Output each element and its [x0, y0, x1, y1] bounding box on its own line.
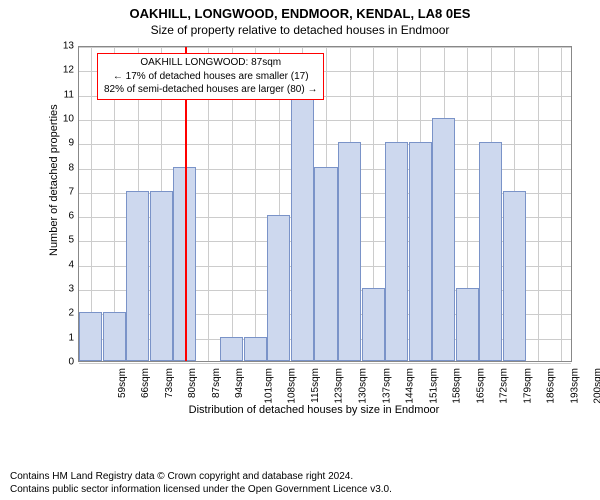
gridline-horizontal [79, 363, 571, 364]
histogram-bar [385, 142, 408, 361]
y-tick-label: 10 [48, 113, 74, 124]
y-tick-label: 8 [48, 162, 74, 173]
histogram-bar [126, 191, 149, 361]
y-tick-label: 4 [48, 259, 74, 270]
histogram-bar [409, 142, 432, 361]
footer-line2: Contains public sector information licen… [10, 483, 392, 496]
gridline-vertical [561, 47, 562, 361]
x-tick-label: 130sqm [358, 368, 369, 404]
histogram-bar [267, 215, 290, 361]
y-axis-label: Number of detached properties [48, 104, 60, 256]
x-tick-label: 73sqm [164, 368, 175, 398]
y-tick-label: 1 [48, 332, 74, 343]
histogram-bar [79, 312, 102, 361]
x-tick-label: 80sqm [187, 368, 198, 398]
x-tick-label: 165sqm [475, 368, 486, 404]
x-tick-label: 123sqm [334, 368, 345, 404]
y-tick-label: 7 [48, 186, 74, 197]
chart-title-main: OAKHILL, LONGWOOD, ENDMOOR, KENDAL, LA8 … [0, 0, 600, 21]
y-tick-label: 0 [48, 357, 74, 368]
x-tick-label: 193sqm [569, 368, 580, 404]
x-tick-label: 200sqm [593, 368, 600, 404]
plot-area: OAKHILL LONGWOOD: 87sqm ← 17% of detache… [78, 46, 572, 362]
x-tick-label: 87sqm [211, 368, 222, 398]
histogram-bar [103, 312, 126, 361]
annotation-line1: OAKHILL LONGWOOD: 87sqm [104, 56, 317, 70]
x-tick-label: 115sqm [310, 368, 321, 403]
y-tick-label: 13 [48, 41, 74, 52]
x-tick-label: 94sqm [234, 368, 245, 398]
histogram-bar [432, 118, 455, 361]
x-tick-label: 144sqm [405, 368, 416, 404]
annotation-box: OAKHILL LONGWOOD: 87sqm ← 17% of detache… [97, 53, 324, 100]
y-tick-label: 9 [48, 138, 74, 149]
footer-line1: Contains HM Land Registry data © Crown c… [10, 470, 392, 483]
y-tick-label: 2 [48, 308, 74, 319]
x-tick-label: 179sqm [522, 368, 533, 404]
x-tick-label: 59sqm [117, 368, 128, 398]
y-tick-label: 6 [48, 211, 74, 222]
histogram-bar [314, 167, 337, 361]
x-tick-label: 66sqm [140, 368, 151, 398]
histogram-bar [503, 191, 526, 361]
x-tick-label: 151sqm [428, 368, 439, 404]
histogram-bar [244, 337, 267, 361]
y-tick-label: 5 [48, 235, 74, 246]
histogram-bar [362, 288, 385, 361]
y-tick-label: 12 [48, 65, 74, 76]
y-tick-label: 3 [48, 284, 74, 295]
x-axis-label: Distribution of detached houses by size … [48, 404, 580, 416]
chart-title-sub: Size of property relative to detached ho… [0, 21, 600, 37]
x-tick-label: 101sqm [263, 368, 274, 404]
histogram-bar [220, 337, 243, 361]
x-tick-label: 158sqm [452, 368, 463, 404]
footer-attribution: Contains HM Land Registry data © Crown c… [10, 470, 392, 496]
annotation-line3: 82% of semi-detached houses are larger (… [104, 83, 317, 97]
annotation-line2: ← 17% of detached houses are smaller (17… [104, 70, 317, 84]
y-tick-label: 11 [48, 89, 74, 100]
gridline-horizontal [79, 47, 571, 48]
histogram-bar [338, 142, 361, 361]
x-tick-label: 137sqm [381, 368, 392, 404]
x-tick-label: 172sqm [499, 368, 510, 404]
histogram-bar [150, 191, 173, 361]
gridline-horizontal [79, 120, 571, 121]
x-tick-label: 186sqm [546, 368, 557, 404]
histogram-bar [456, 288, 479, 361]
gridline-vertical [538, 47, 539, 361]
histogram-bar [479, 142, 502, 361]
x-tick-label: 108sqm [287, 368, 298, 404]
histogram-bar [291, 94, 314, 361]
chart-container: Number of detached properties OAKHILL LO… [48, 46, 580, 416]
